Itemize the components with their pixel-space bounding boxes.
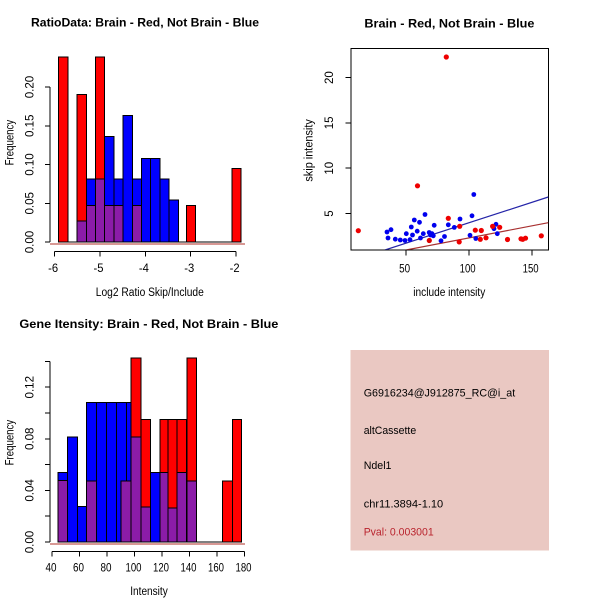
svg-text:-4: -4 [139,263,150,275]
svg-text:0.15: 0.15 [25,115,37,138]
svg-text:100: 100 [460,264,476,276]
svg-text:180: 180 [236,562,252,574]
svg-text:0.05: 0.05 [25,192,37,215]
svg-text:0.20: 0.20 [25,76,37,99]
svg-text:0.12: 0.12 [25,376,37,399]
svg-text:RatioData: Brain - Red, Not Br: RatioData: Brain - Red, Not Brain - Blue [31,16,259,30]
svg-text:0.00: 0.00 [25,531,37,554]
svg-text:0.08: 0.08 [25,428,37,451]
svg-text:15: 15 [324,117,336,130]
svg-text:Intensity: Intensity [130,586,168,598]
svg-text:5: 5 [324,210,336,216]
svg-text:-5: -5 [94,263,104,275]
svg-text:40: 40 [46,562,57,574]
svg-text:altCassette: altCassette [364,425,417,437]
svg-text:140: 140 [181,562,197,574]
svg-text:skip intensity: skip intensity [304,119,316,182]
svg-text:160: 160 [208,562,224,574]
svg-text:-6: -6 [48,263,58,275]
svg-text:Brain - Red, Not Brain - Blue: Brain - Red, Not Brain - Blue [364,17,534,31]
svg-text:-3: -3 [184,263,194,275]
svg-text:0.04: 0.04 [25,479,37,502]
svg-text:100: 100 [126,562,142,574]
svg-text:include intensity: include intensity [413,287,485,299]
svg-text:0.10: 0.10 [25,153,37,176]
svg-text:150: 150 [523,264,539,276]
svg-text:chr11.3894-1.10: chr11.3894-1.10 [364,499,444,511]
svg-text:-2: -2 [230,263,240,275]
svg-text:Frequency: Frequency [4,120,16,166]
svg-text:50: 50 [399,264,410,276]
svg-text:120: 120 [153,562,169,574]
svg-text:Frequency: Frequency [4,420,16,466]
svg-text:60: 60 [73,562,84,574]
svg-text:Gene Itensity: Brain - Red, No: Gene Itensity: Brain - Red, Not Brain - … [19,317,278,331]
svg-text:0.00: 0.00 [25,231,37,254]
svg-text:10: 10 [324,162,336,175]
svg-text:20: 20 [324,71,336,84]
svg-text:G6916234@J912875_RC@i_at: G6916234@J912875_RC@i_at [364,387,516,399]
svg-text:Log2 Ratio Skip/Include: Log2 Ratio Skip/Include [96,287,204,299]
svg-text:Ndel1: Ndel1 [364,460,392,472]
svg-text:80: 80 [101,562,112,574]
svg-text:Pval: 0.003001: Pval: 0.003001 [364,527,434,539]
